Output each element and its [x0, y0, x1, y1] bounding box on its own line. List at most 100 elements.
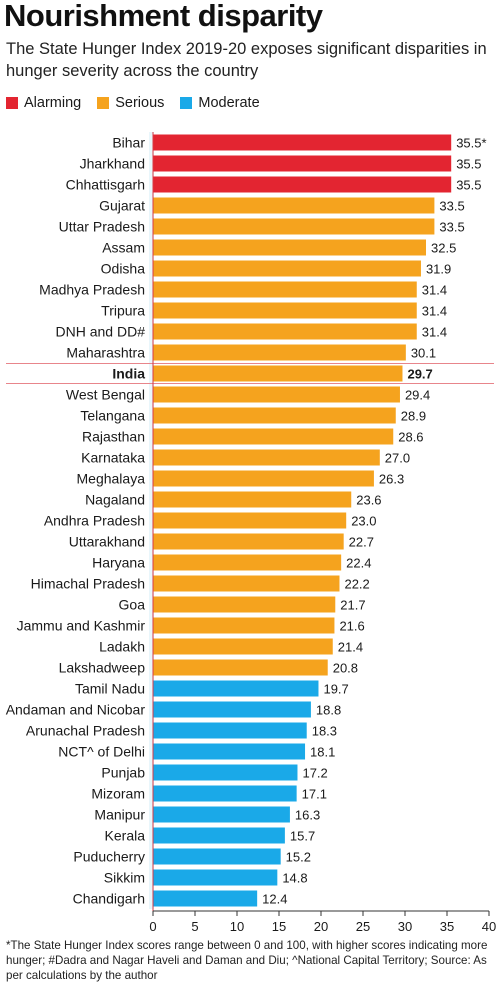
value-label-madhya-pradesh: 31.4 — [422, 283, 447, 298]
bar-jharkhand — [153, 155, 452, 172]
category-label-manipur: Manipur — [94, 807, 145, 823]
category-label-odisha: Odisha — [101, 261, 146, 277]
category-label-puducherry: Puducherry — [73, 849, 145, 865]
value-label-tamil-nadu: 19.7 — [323, 682, 348, 697]
value-label-odisha: 31.9 — [426, 262, 451, 277]
category-label-jharkhand: Jharkhand — [80, 156, 145, 172]
bar-telangana — [153, 407, 396, 424]
value-label-ladakh: 21.4 — [338, 640, 363, 655]
value-label-west-bengal: 29.4 — [405, 388, 430, 403]
category-label-gujarat: Gujarat — [99, 198, 145, 214]
value-label-telangana: 28.9 — [401, 409, 426, 424]
bar-maharashtra — [153, 344, 406, 361]
bar-meghalaya — [153, 470, 374, 487]
legend-swatch-moderate — [180, 97, 193, 109]
bar-tamil-nadu — [153, 680, 319, 697]
bar-nagaland — [153, 491, 352, 508]
category-label-bihar: Bihar — [112, 135, 145, 151]
bar-karnataka — [153, 449, 380, 466]
bar-punjab — [153, 764, 298, 781]
bar-india — [153, 365, 403, 382]
value-label-sikkim: 14.8 — [282, 871, 307, 886]
value-label-himachal-pradesh: 22.2 — [344, 577, 369, 592]
bar-andaman-and-nicobar — [153, 701, 311, 718]
category-label-telangana: Telangana — [80, 408, 145, 424]
x-tick-label-25: 25 — [356, 919, 370, 934]
legend-label-alarming: Alarming — [24, 95, 82, 111]
category-label-jammu-and-kashmir: Jammu and Kashmir — [17, 618, 146, 634]
category-label-maharashtra: Maharashtra — [66, 345, 145, 361]
category-label-mizoram: Mizoram — [91, 786, 145, 802]
bar-uttarakhand — [153, 533, 344, 550]
legend-swatch-alarming — [6, 97, 18, 109]
bar-tripura — [153, 302, 417, 319]
bar-nct-of-delhi — [153, 743, 306, 760]
value-label-rajasthan: 28.6 — [398, 430, 423, 445]
bar-goa — [153, 596, 336, 613]
category-label-arunachal-pradesh: Arunachal Pradesh — [26, 723, 145, 739]
bar-madhya-pradesh — [153, 281, 417, 298]
value-label-karnataka: 27.0 — [385, 451, 410, 466]
value-label-nct-of-delhi: 18.1 — [310, 745, 335, 760]
bar-jammu-and-kashmir — [153, 617, 335, 634]
bar-manipur — [153, 806, 290, 823]
bar-andhra-pradesh — [153, 512, 347, 529]
bar-lakshadweep — [153, 659, 328, 676]
value-label-nagaland: 23.6 — [356, 493, 381, 508]
category-label-assam: Assam — [102, 240, 145, 256]
value-label-meghalaya: 26.3 — [379, 472, 404, 487]
value-label-jammu-and-kashmir: 21.6 — [339, 619, 364, 634]
category-label-karnataka: Karnataka — [81, 450, 145, 466]
bar-odisha — [153, 260, 421, 277]
category-label-west-bengal: West Bengal — [66, 387, 145, 403]
legend-label-serious: Serious — [115, 95, 165, 111]
category-label-nct-of-delhi: NCT^ of Delhi — [58, 744, 145, 760]
category-label-haryana: Haryana — [92, 555, 145, 571]
legend-label-moderate: Moderate — [198, 95, 260, 111]
category-label-india: India — [112, 366, 145, 382]
bar-chart: Bihar 35.5* Jharkhand 35.5 Chhattisgarh 35.5 G… — [6, 132, 496, 934]
category-label-andhra-pradesh: Andhra Pradesh — [44, 513, 145, 529]
category-label-nagaland: Nagaland — [85, 492, 145, 508]
bar-gujarat — [153, 197, 435, 214]
category-label-kerala: Kerala — [105, 828, 146, 844]
x-tick-label-35: 35 — [440, 919, 454, 934]
category-label-goa: Goa — [119, 597, 146, 613]
category-label-lakshadweep: Lakshadweep — [59, 660, 146, 676]
category-label-andaman-and-nicobar: Andaman and Nicobar — [6, 702, 146, 718]
x-tick-label-40: 40 — [482, 919, 496, 934]
x-tick-label-30: 30 — [398, 919, 412, 934]
bar-arunachal-pradesh — [153, 722, 307, 739]
category-label-uttar-pradesh: Uttar Pradesh — [59, 219, 145, 235]
x-tick-label-0: 0 — [149, 919, 156, 934]
legend-item-moderate: Moderate — [180, 95, 260, 111]
bar-chandigarh — [153, 890, 258, 907]
value-label-dnh-and-dd: 31.4 — [422, 325, 447, 340]
value-label-andhra-pradesh: 23.0 — [351, 514, 376, 529]
value-label-maharashtra: 30.1 — [411, 346, 436, 361]
category-label-sikkim: Sikkim — [104, 870, 145, 886]
chart-title: Nourishment disparity — [4, 0, 323, 33]
bar-assam — [153, 239, 426, 256]
bar-sikkim — [153, 869, 278, 886]
bar-west-bengal — [153, 386, 400, 403]
bar-himachal-pradesh — [153, 575, 340, 592]
value-label-puducherry: 15.2 — [286, 850, 311, 865]
value-label-chhattisgarh: 35.5 — [456, 178, 481, 193]
category-label-rajasthan: Rajasthan — [82, 429, 145, 445]
value-label-goa: 21.7 — [340, 598, 365, 613]
x-tick-label-5: 5 — [191, 919, 198, 934]
category-label-tripura: Tripura — [101, 303, 145, 319]
value-label-arunachal-pradesh: 18.3 — [312, 724, 337, 739]
value-label-kerala: 15.7 — [290, 829, 315, 844]
axis-glow — [149, 132, 154, 909]
value-label-uttar-pradesh: 33.5 — [439, 220, 464, 235]
value-label-assam: 32.5 — [431, 241, 456, 256]
category-label-chandigarh: Chandigarh — [73, 891, 145, 907]
bar-kerala — [153, 827, 285, 844]
value-label-punjab: 17.2 — [302, 766, 327, 781]
x-tick-label-15: 15 — [272, 919, 286, 934]
bar-dnh-and-dd — [153, 323, 417, 340]
category-label-madhya-pradesh: Madhya Pradesh — [39, 282, 145, 298]
bar-mizoram — [153, 785, 297, 802]
